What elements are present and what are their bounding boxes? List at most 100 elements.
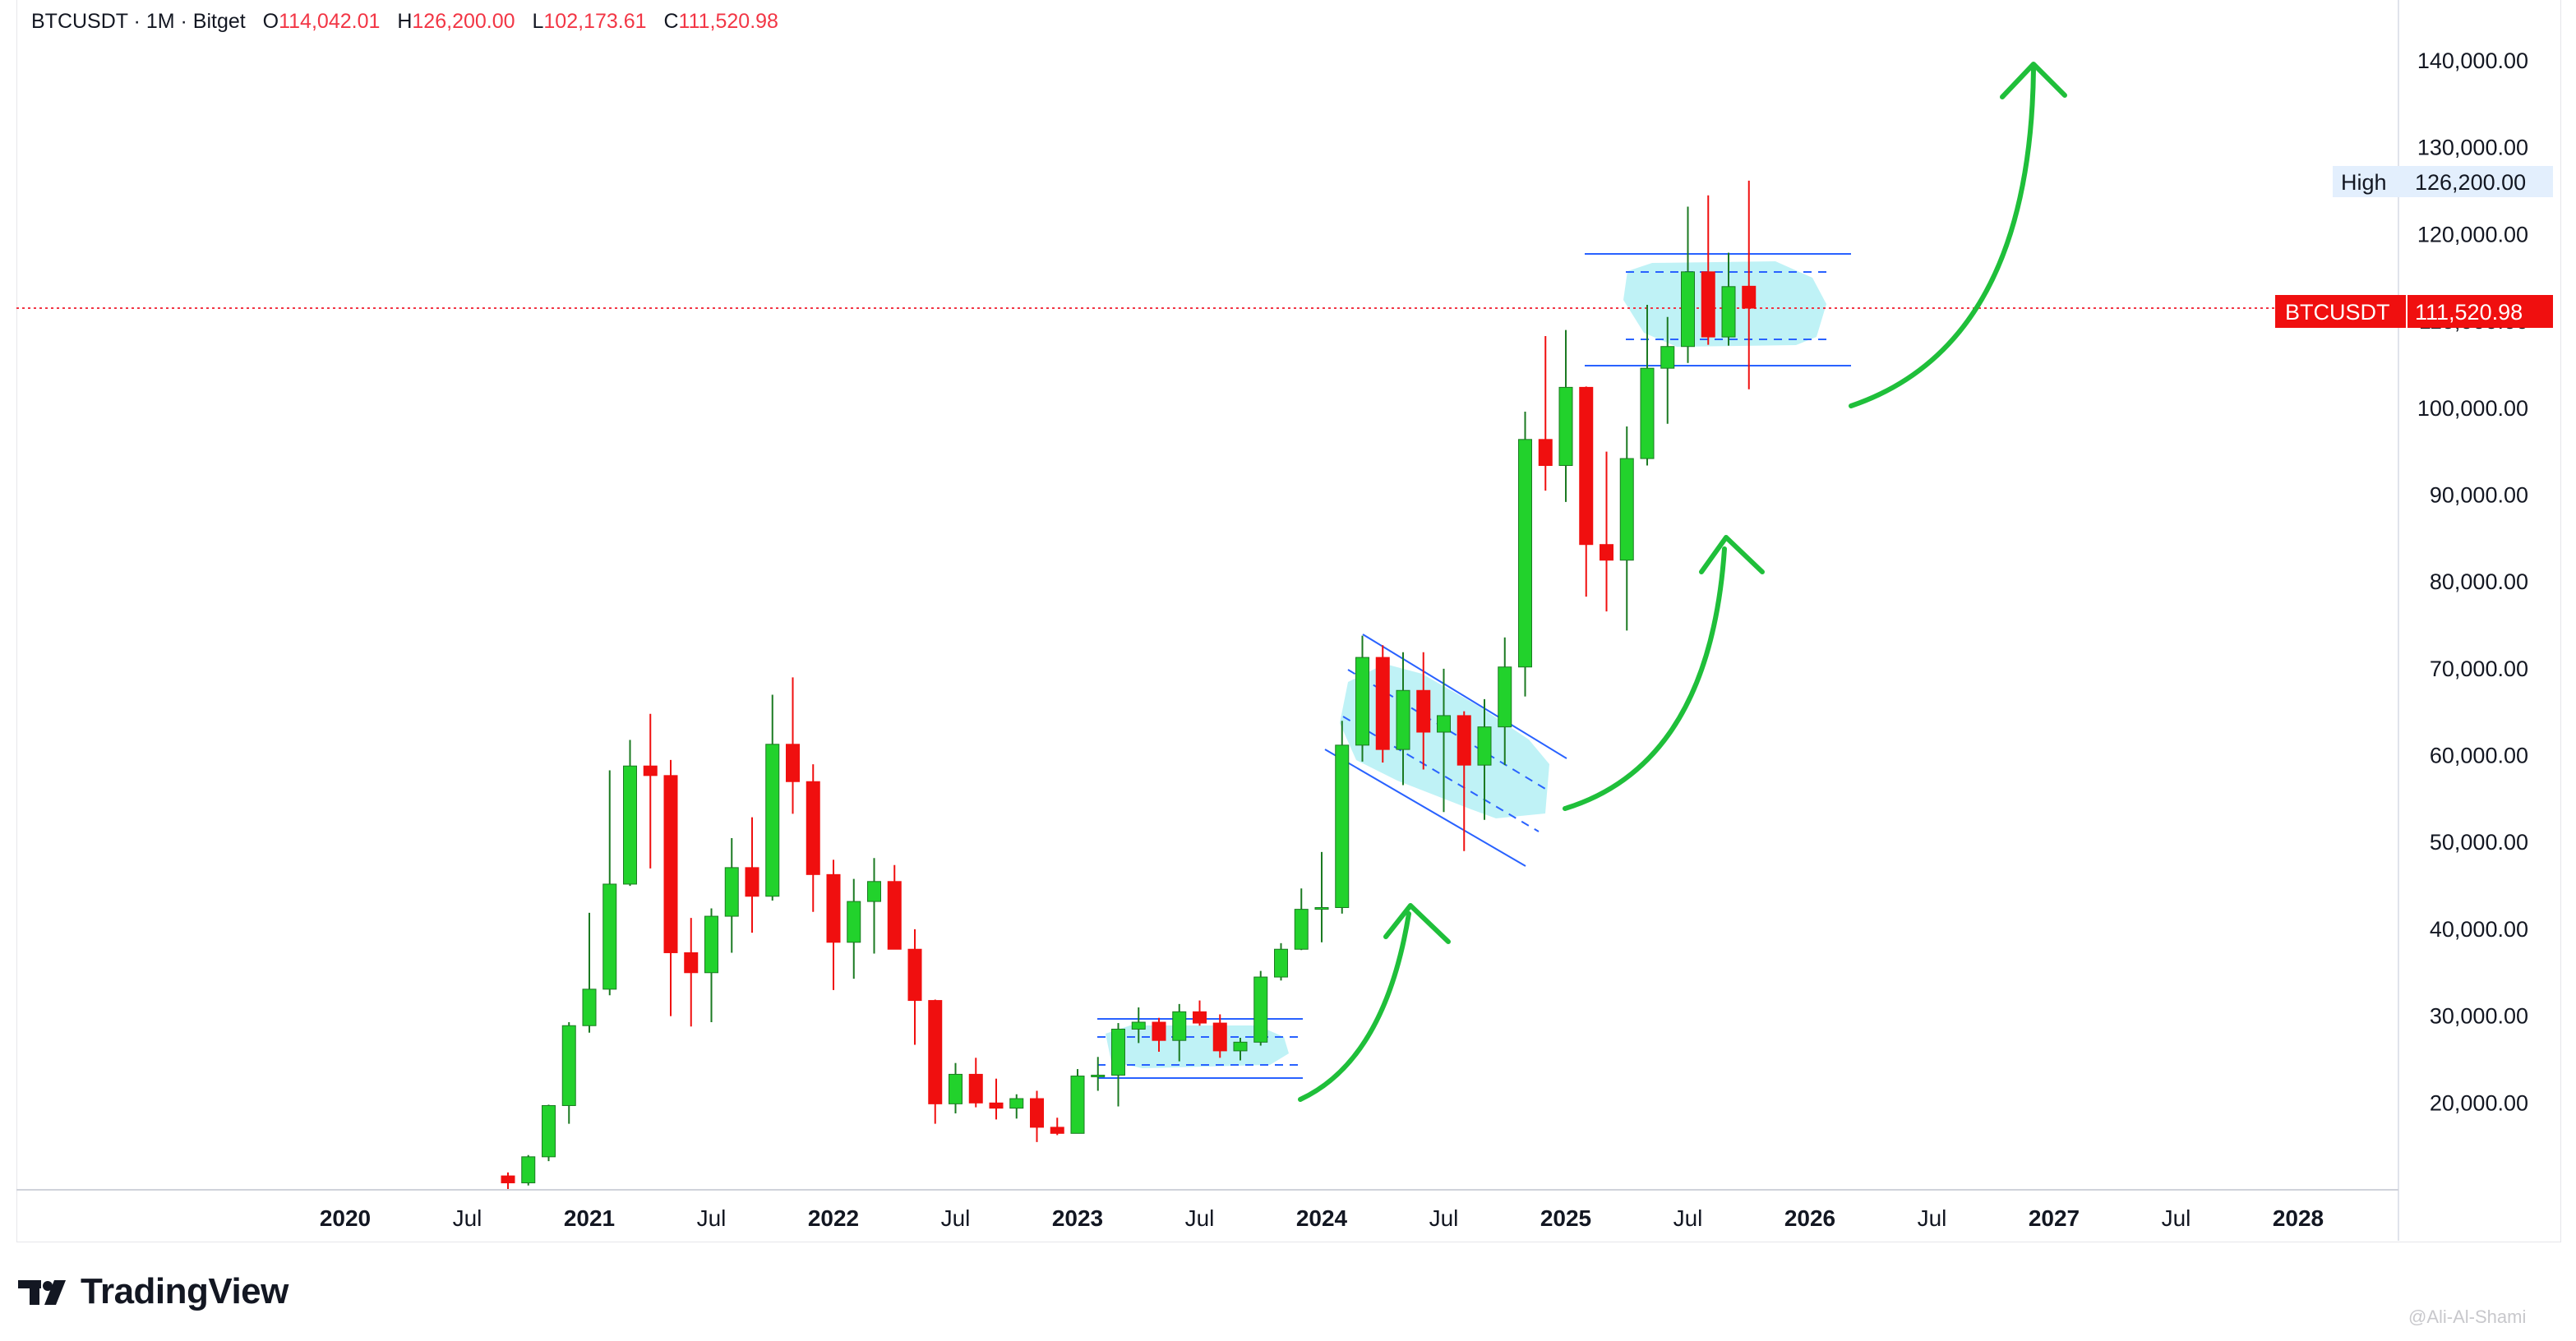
y-tick-label: 30,000.00 <box>2430 1004 2528 1029</box>
candle <box>1518 411 1532 697</box>
candle-body-down <box>1457 715 1471 766</box>
candle <box>1660 316 1675 424</box>
candle-body-down <box>745 867 759 897</box>
candle-body-up <box>1253 976 1268 1043</box>
x-tick-label: Jul <box>1185 1205 1215 1231</box>
candle-body-up <box>1619 458 1634 561</box>
candle-body-up <box>1335 744 1350 908</box>
candle <box>704 908 718 1023</box>
candle <box>1172 1003 1187 1062</box>
candle <box>887 864 902 950</box>
tradingview-logo[interactable]: TradingView <box>18 1270 289 1314</box>
candle-body-up <box>1131 1021 1146 1030</box>
candle <box>582 912 597 1033</box>
candle <box>1538 336 1553 491</box>
candle <box>1742 180 1757 389</box>
pattern-zone <box>1106 1025 1289 1068</box>
projection-arrow-icon <box>1563 546 1727 811</box>
y-tick-label: 90,000.00 <box>2430 482 2528 507</box>
x-tick-label: Jul <box>1918 1205 1947 1231</box>
candle <box>1558 329 1573 502</box>
candle-body-up <box>1314 906 1329 910</box>
x-tick-label: 2027 <box>2029 1205 2080 1231</box>
candle-body-down <box>1579 386 1594 546</box>
candle <box>907 929 922 1045</box>
y-tick-label: 20,000.00 <box>2430 1090 2528 1115</box>
y-axis[interactable]: 20,000.00 30,000.00 40,000.00 50,000.00 60,0… <box>2417 48 2528 1115</box>
channel-line <box>1362 634 1567 759</box>
x-tick-label: 2020 <box>320 1205 371 1231</box>
candle-body-up <box>1640 367 1655 459</box>
candle-body-up <box>1274 948 1288 978</box>
y-tick-label: 80,000.00 <box>2430 569 2528 594</box>
low-value: 102,173.61 <box>543 10 647 33</box>
candle-body-up <box>765 744 780 897</box>
candle <box>1600 451 1613 612</box>
candle-body-down <box>786 744 800 782</box>
tradingview-logo-icon <box>18 1280 66 1305</box>
candle <box>1477 698 1492 820</box>
candles <box>501 180 1757 1190</box>
y-tick-label: 130,000.00 <box>2417 136 2528 160</box>
x-tick-label: Jul <box>453 1205 482 1231</box>
x-tick-label: 2026 <box>1784 1205 1835 1231</box>
candle <box>1721 252 1736 346</box>
pattern-zones <box>1106 261 1826 1068</box>
candle <box>1030 1090 1044 1142</box>
arrow-head-icon <box>2000 62 2067 99</box>
candle <box>1457 711 1471 851</box>
y-tick-label: 40,000.00 <box>2430 917 2528 942</box>
candle-body-down <box>806 781 820 875</box>
high-badge-value-bg <box>2408 166 2553 197</box>
x-tick-label: Jul <box>1429 1205 1459 1231</box>
arrow-head-icon <box>1383 903 1451 944</box>
candle <box>826 859 841 990</box>
x-tick-label: 2021 <box>564 1205 615 1231</box>
candle <box>1050 1118 1064 1136</box>
candle-body-up <box>623 765 637 885</box>
candle <box>542 1104 556 1162</box>
low-label: L <box>532 10 544 33</box>
candle-body-up <box>1477 726 1492 766</box>
candle <box>867 858 881 954</box>
candle-body-down <box>1193 1011 1207 1024</box>
candle <box>1314 851 1329 942</box>
candle <box>989 1078 1004 1120</box>
candle-body-up <box>704 915 718 974</box>
candle-body-down <box>1050 1127 1064 1134</box>
channel-line <box>1324 749 1526 867</box>
candle-body-up <box>724 867 739 917</box>
candle-body-up <box>1681 271 1695 348</box>
candle <box>1233 1038 1248 1061</box>
candle-body-up <box>1498 666 1512 728</box>
high-badge-label: High <box>2341 170 2387 195</box>
x-tick-label: Jul <box>1673 1205 1703 1231</box>
candle <box>1070 1069 1085 1134</box>
candle-body-down <box>663 775 678 953</box>
x-tick-label: Jul <box>697 1205 727 1231</box>
candle-body-down <box>1212 1022 1227 1052</box>
candle <box>949 1062 963 1113</box>
candle <box>1579 386 1594 597</box>
high-badge-value: 126,200.00 <box>2415 170 2526 195</box>
candle <box>1009 1094 1024 1119</box>
candle-body-up <box>1355 657 1369 746</box>
candle-body-down <box>907 948 922 1002</box>
candle <box>1212 1014 1227 1058</box>
candle <box>724 837 739 953</box>
candle <box>786 677 800 814</box>
x-tick-label: 2023 <box>1052 1205 1103 1231</box>
candle <box>1396 652 1410 786</box>
candle-body-down <box>1600 544 1613 561</box>
candle-body-down <box>643 765 658 776</box>
projection-arrows <box>1298 62 2067 1102</box>
candle <box>1111 1023 1125 1107</box>
candle-body-down <box>968 1073 983 1104</box>
candle-body-up <box>1437 715 1451 733</box>
x-axis[interactable]: 2020 Jul 2021 Jul 2022 Jul 2023 Jul 2024 Jul 2025 J… <box>320 1205 2324 1231</box>
candle-body-up <box>1721 286 1736 338</box>
candle-body-down <box>1701 271 1715 338</box>
candle-body-up <box>1518 439 1532 668</box>
